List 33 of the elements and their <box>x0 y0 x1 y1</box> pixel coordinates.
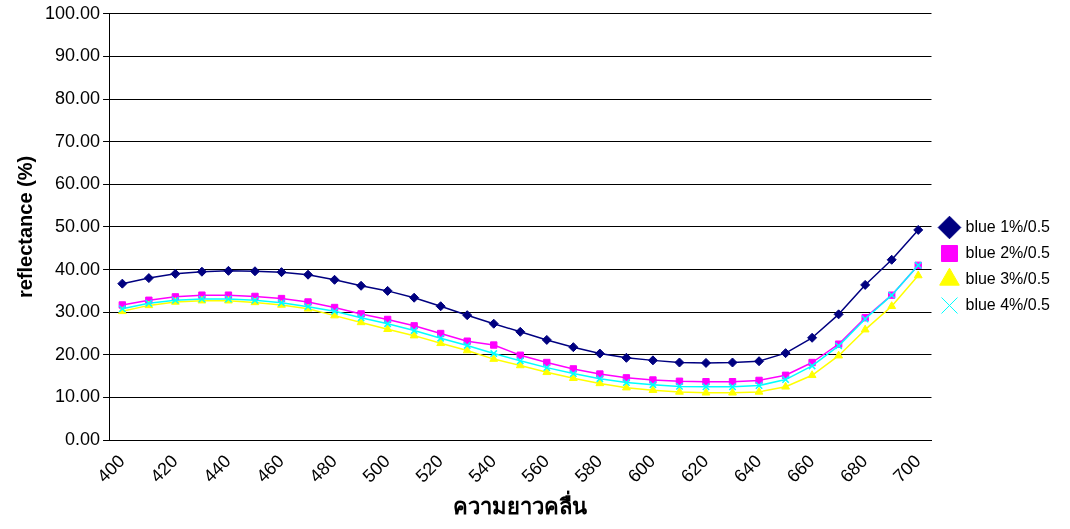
y-tick-label: 20.00 <box>55 343 101 364</box>
x-tick-label: 580 <box>570 450 607 487</box>
y-tick-label: 100.00 <box>44 2 101 23</box>
x-tick-label: 640 <box>730 450 766 487</box>
legend-label: blue 2%/0.5 <box>965 243 1051 261</box>
x-tick-label: 420 <box>146 450 182 487</box>
y-tick-label: 0.00 <box>65 429 101 450</box>
legend-label: blue 3%/0.5 <box>965 269 1051 287</box>
x-tick-label: 500 <box>358 450 394 487</box>
legend-label: blue 1%/0.5 <box>965 217 1051 235</box>
y-tick-label: 80.00 <box>55 88 101 109</box>
x-tick-label: 440 <box>199 450 235 487</box>
x-axis-title: ความยาวคลื่น <box>453 489 588 519</box>
x-tick-label: 700 <box>889 450 925 487</box>
x-tick-label: 600 <box>623 450 660 487</box>
legend-label: blue 4%/0.5 <box>965 295 1051 313</box>
x-tick-label: 400 <box>93 450 129 487</box>
x-tick-label: 620 <box>676 450 713 487</box>
y-tick-label: 60.00 <box>55 173 101 194</box>
y-tick-label: 50.00 <box>55 215 101 236</box>
y-tick-label: 90.00 <box>55 45 101 66</box>
x-tick-label: 540 <box>464 450 501 487</box>
y-tick-label: 40.00 <box>55 258 101 279</box>
x-tick-label: 520 <box>411 450 448 487</box>
y-tick-label: 10.00 <box>55 386 101 407</box>
y-tick-label: 70.00 <box>55 130 101 151</box>
y-tick-label: 30.00 <box>55 301 101 322</box>
x-tick-label: 560 <box>517 450 554 487</box>
x-tick-label: 480 <box>305 450 341 487</box>
y-axis-title: reflectance (%) <box>13 155 36 299</box>
x-tick-label: 660 <box>783 450 819 487</box>
x-tick-label: 460 <box>252 450 288 487</box>
x-tick-label: 680 <box>836 450 872 487</box>
